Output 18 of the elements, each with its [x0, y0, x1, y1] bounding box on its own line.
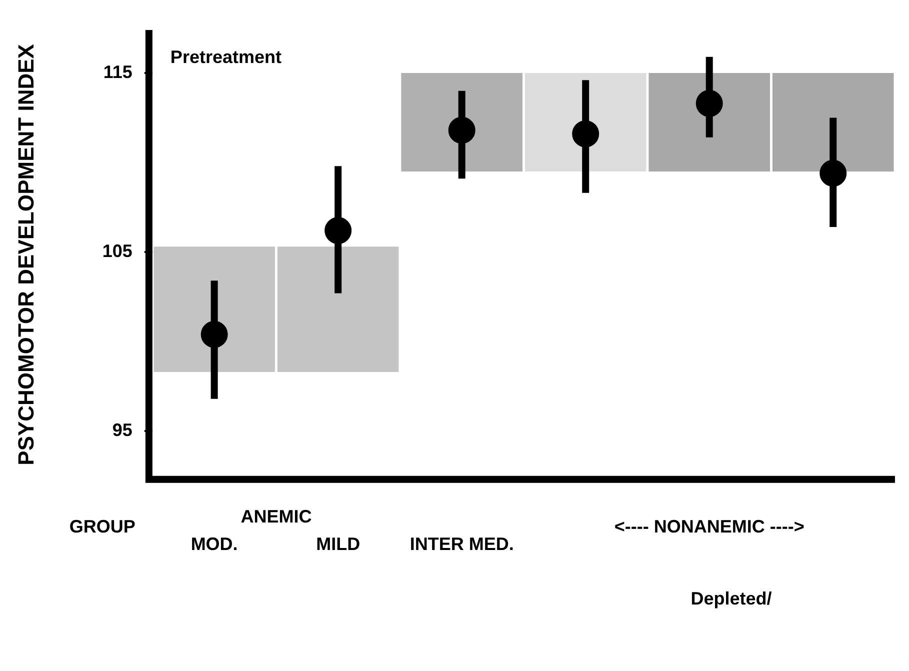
y-tick-label: 95: [112, 420, 132, 440]
text: GROUP: [69, 516, 136, 536]
y-tick-label: 105: [102, 240, 132, 261]
x-tick-label: INTER MED.: [410, 534, 514, 554]
y-tick-label: 115: [103, 62, 132, 82]
text: Depleted/: [690, 588, 772, 608]
annotation: Pretreatment: [170, 46, 282, 67]
x-tick-label: MILD: [316, 534, 360, 554]
y-axis-title: PSYCHOMOTOR DEVELOPMENT INDEX: [13, 44, 38, 466]
text: <---- NONANEMIC ---->: [614, 516, 804, 536]
text: ANEMIC: [240, 506, 312, 526]
point: [572, 120, 600, 148]
x-tick-label: MOD.: [190, 534, 238, 554]
point: [324, 217, 352, 244]
point: [448, 116, 476, 144]
point: [820, 160, 847, 187]
point: [200, 320, 228, 348]
point: [696, 90, 723, 117]
